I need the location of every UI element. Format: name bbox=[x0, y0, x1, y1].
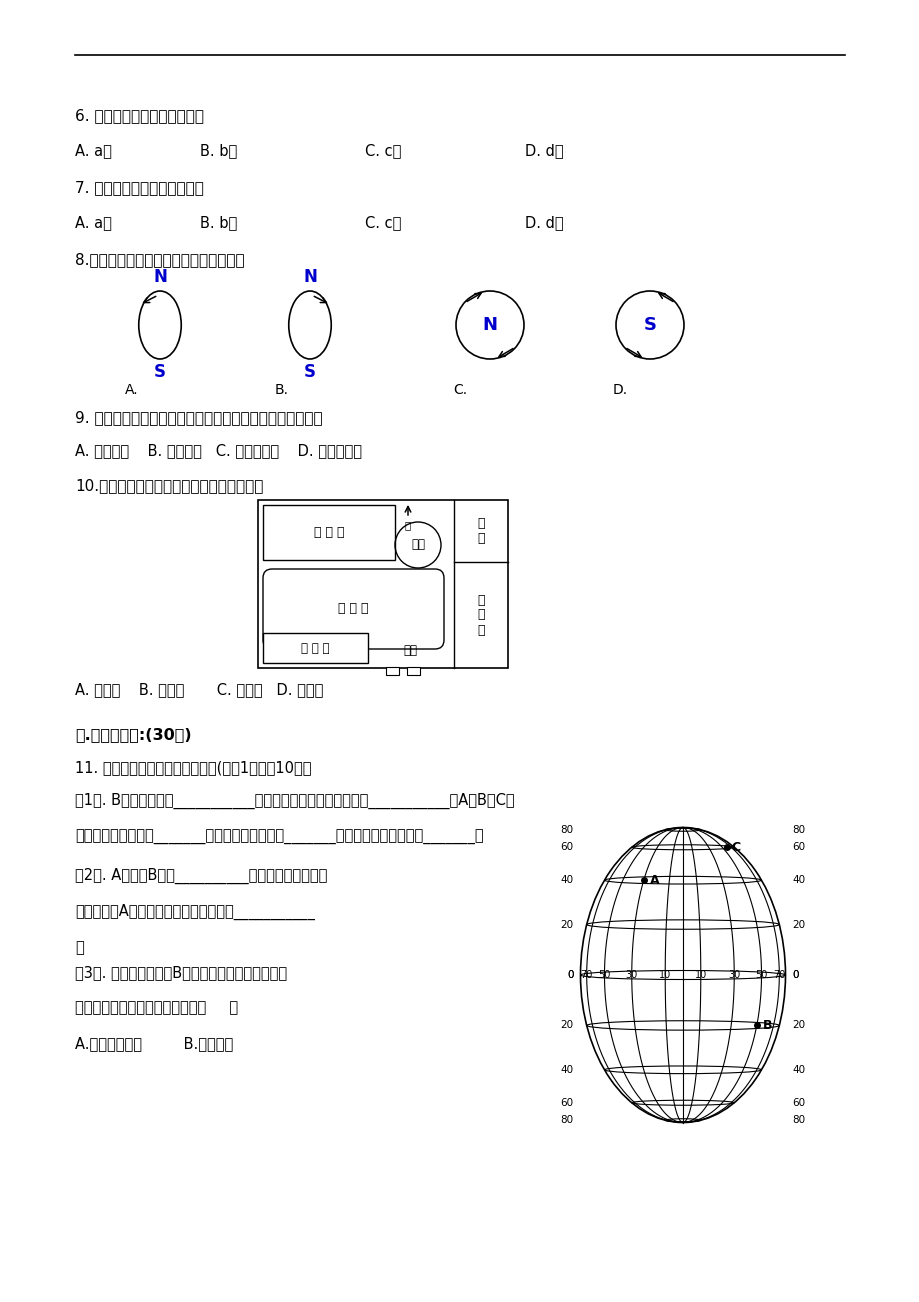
Text: 9. 下列地图的图幅大小相同，图中表示的内容最详细的是：: 9. 下列地图的图幅大小相同，图中表示的内容最详细的是： bbox=[75, 410, 323, 424]
Text: S: S bbox=[153, 363, 165, 381]
Text: 30: 30 bbox=[727, 970, 740, 980]
Text: 0: 0 bbox=[566, 970, 573, 980]
Text: 20: 20 bbox=[791, 1021, 805, 1030]
Text: C: C bbox=[731, 841, 740, 854]
Text: 0: 0 bbox=[791, 970, 798, 980]
FancyBboxPatch shape bbox=[263, 569, 444, 648]
Text: 60: 60 bbox=[560, 842, 573, 853]
Text: 60: 60 bbox=[791, 1098, 805, 1108]
Bar bbox=[257, 500, 507, 668]
Text: （1）. B点的经纬度是___________，从东、西半球来看，它位于___________，A、B、C三: （1）. B点的经纬度是___________，从东、西半球来看，它位于____… bbox=[75, 793, 514, 810]
Text: S: S bbox=[303, 363, 315, 381]
Text: 80: 80 bbox=[791, 1116, 805, 1125]
Text: 7. 位于南半球低纬度的地点是: 7. 位于南半球低纬度的地点是 bbox=[75, 180, 204, 195]
Text: A. 正南方    B. 正北方       C. 正西方   D. 正东方: A. 正南方 B. 正北方 C. 正西方 D. 正东方 bbox=[75, 682, 323, 697]
Text: 80: 80 bbox=[791, 824, 805, 835]
Bar bbox=[263, 505, 394, 560]
Text: 30: 30 bbox=[625, 970, 637, 980]
Text: 40: 40 bbox=[791, 1065, 805, 1075]
Text: N: N bbox=[153, 268, 166, 286]
Text: D. d点: D. d点 bbox=[525, 215, 563, 230]
Bar bbox=[406, 667, 420, 674]
Text: C. c点: C. c点 bbox=[365, 215, 401, 230]
Text: 宿
舍: 宿 舍 bbox=[477, 517, 484, 546]
Text: A. a点: A. a点 bbox=[75, 143, 112, 158]
Text: 0: 0 bbox=[566, 970, 573, 980]
Text: 11. 读经纬网图，完成下列各题。(每空1分，全10分）: 11. 读经纬网图，完成下列各题。(每空1分，全10分） bbox=[75, 760, 312, 775]
Text: D.: D. bbox=[612, 383, 628, 397]
Text: 0: 0 bbox=[791, 970, 798, 980]
Text: 教 学 楼: 教 学 楼 bbox=[313, 526, 344, 539]
Text: 60: 60 bbox=[791, 842, 805, 853]
Text: C. c点: C. c点 bbox=[365, 143, 401, 158]
Text: A. a点: A. a点 bbox=[75, 215, 112, 230]
Text: 10: 10 bbox=[694, 970, 706, 980]
Text: A: A bbox=[649, 874, 659, 887]
Text: 70: 70 bbox=[772, 970, 785, 980]
Text: S: S bbox=[642, 316, 656, 335]
Text: B. b点: B. b点 bbox=[199, 215, 237, 230]
Bar bbox=[386, 667, 399, 674]
Text: 花坛: 花坛 bbox=[411, 539, 425, 552]
Text: 20: 20 bbox=[791, 919, 805, 930]
Text: C.: C. bbox=[452, 383, 467, 397]
Text: A.回到原出发点         B.到达赤道: A.回到原出发点 B.到达赤道 bbox=[75, 1036, 233, 1051]
Text: 6. 位于北半球中纬度的地点是: 6. 位于北半球中纬度的地点是 bbox=[75, 108, 204, 122]
Text: N: N bbox=[482, 316, 497, 335]
Text: 20: 20 bbox=[560, 919, 573, 930]
Text: 虑任何环境影响因素），他最终（     ）: 虑任何环境影响因素），他最终（ ） bbox=[75, 1000, 238, 1016]
Text: 40: 40 bbox=[560, 1065, 573, 1075]
Text: B: B bbox=[762, 1019, 771, 1032]
Text: 20: 20 bbox=[560, 1021, 573, 1030]
Text: A.: A. bbox=[125, 383, 139, 397]
Text: 80: 80 bbox=[560, 824, 573, 835]
Text: 80: 80 bbox=[560, 1116, 573, 1125]
Text: （3）. 某环球旅行家介B地出发，径直往南走（不考: （3）. 某环球旅行家介B地出发，径直往南走（不考 bbox=[75, 965, 287, 980]
Text: 8.下面四幅图中，地球自转方向正确的是: 8.下面四幅图中，地球自转方向正确的是 bbox=[75, 253, 244, 267]
Text: 实 验 楼: 实 验 楼 bbox=[301, 642, 329, 655]
Text: D. d点: D. d点 bbox=[525, 143, 563, 158]
Text: 地中位于低纬度的是_______、四季变化明显的是_______、有极昼极夜现象的是_______。: 地中位于低纬度的是_______、四季变化明显的是_______、有极昼极夜现象… bbox=[75, 829, 483, 845]
Text: 50: 50 bbox=[754, 970, 766, 980]
Text: 70: 70 bbox=[580, 970, 592, 980]
Text: 北: 北 bbox=[404, 519, 411, 530]
Text: 。: 。 bbox=[75, 940, 84, 954]
Text: N: N bbox=[302, 268, 316, 286]
Text: 10.如图，某中学校园平面图，校门朝向是：: 10.如图，某中学校园平面图，校门朝向是： bbox=[75, 478, 263, 493]
Text: 10: 10 bbox=[658, 970, 671, 980]
Text: 通过地心与A地对称的另一地的经纬度是___________: 通过地心与A地对称的另一地的经纬度是___________ bbox=[75, 904, 314, 921]
Text: 60: 60 bbox=[560, 1098, 573, 1108]
Bar bbox=[263, 633, 368, 663]
Text: 校门: 校门 bbox=[403, 643, 416, 656]
Text: 田 径 场: 田 径 场 bbox=[338, 603, 369, 616]
Text: 50: 50 bbox=[597, 970, 610, 980]
Text: 二.综合分析题:(30分): 二.综合分析题:(30分) bbox=[75, 727, 191, 742]
Text: 40: 40 bbox=[791, 875, 805, 885]
Text: B. b点: B. b点 bbox=[199, 143, 237, 158]
Text: 40: 40 bbox=[560, 875, 573, 885]
Text: 图
书
馆: 图 书 馆 bbox=[477, 594, 484, 637]
Text: B.: B. bbox=[275, 383, 289, 397]
Text: （2）. A点位于B点的__________方向，在地球表面，: （2）. A点位于B点的__________方向，在地球表面， bbox=[75, 868, 327, 884]
Text: A. 世界地图    B. 中国地图   C. 湖北省地图    D. 利川市地图: A. 世界地图 B. 中国地图 C. 湖北省地图 D. 利川市地图 bbox=[75, 443, 361, 458]
